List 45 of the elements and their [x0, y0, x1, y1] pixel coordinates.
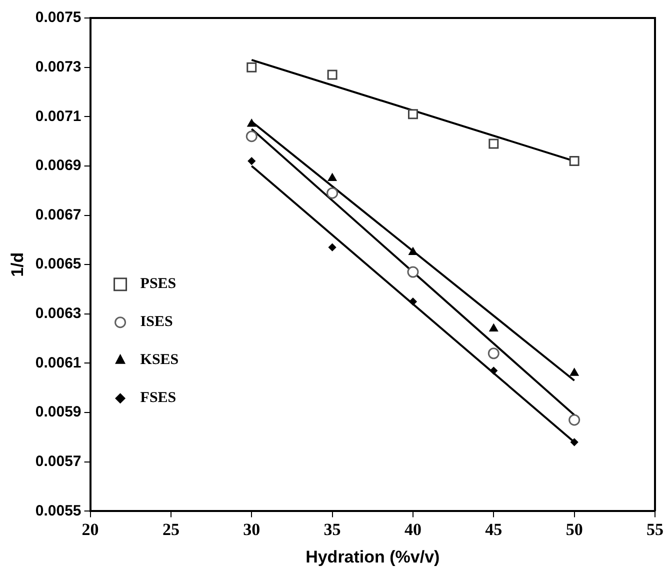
x-tick-label: 25	[162, 520, 180, 539]
point	[408, 109, 418, 120]
legend-label: KSES	[140, 352, 179, 368]
point	[490, 366, 498, 374]
x-tick-label: 45	[485, 520, 502, 539]
point	[570, 368, 579, 376]
point	[326, 187, 338, 199]
point	[488, 138, 499, 149]
y-tick-label: 0.0067	[35, 206, 82, 224]
y-tick-label: 0.0069	[35, 157, 82, 174]
legend-label: FSES	[140, 390, 176, 406]
point	[409, 298, 417, 306]
point	[488, 348, 500, 360]
point	[247, 119, 256, 127]
y-tick-label: 0.0073	[35, 58, 82, 76]
point	[408, 248, 418, 256]
point	[248, 157, 256, 165]
x-tick-label: 30	[243, 520, 260, 539]
point	[568, 414, 580, 426]
point	[407, 266, 419, 278]
x-tick-label: 40	[404, 520, 422, 539]
x-tick-label: 20	[82, 520, 99, 539]
point	[246, 130, 258, 142]
y-tick-label: 0.0059	[35, 404, 82, 421]
y-tick-label: 0.0061	[35, 354, 82, 372]
point	[246, 62, 257, 72]
point	[489, 324, 498, 332]
point	[327, 70, 338, 80]
y-tick-label: 0.0057	[35, 453, 82, 470]
x-tick-label: 50	[566, 520, 583, 539]
y-tick-label: 0.0071	[35, 108, 82, 125]
y-tick-label: 0.0065	[35, 256, 82, 273]
legend-label: PSES	[140, 276, 176, 292]
y-tick-label: 0.0075	[35, 9, 82, 26]
legend-label: ISES	[140, 314, 173, 330]
point	[328, 244, 336, 252]
x-tick-label: 55	[646, 520, 664, 539]
x-axis-title: Hydration (%v/v)	[306, 547, 440, 566]
x-tick-label: 35	[324, 520, 341, 539]
point	[328, 174, 337, 182]
point	[569, 156, 580, 166]
y-tick-label: 0.0055	[35, 502, 82, 520]
y-axis-title: 1/d	[8, 252, 27, 277]
point	[570, 438, 578, 446]
y-tick-label: 0.0063	[35, 305, 82, 322]
